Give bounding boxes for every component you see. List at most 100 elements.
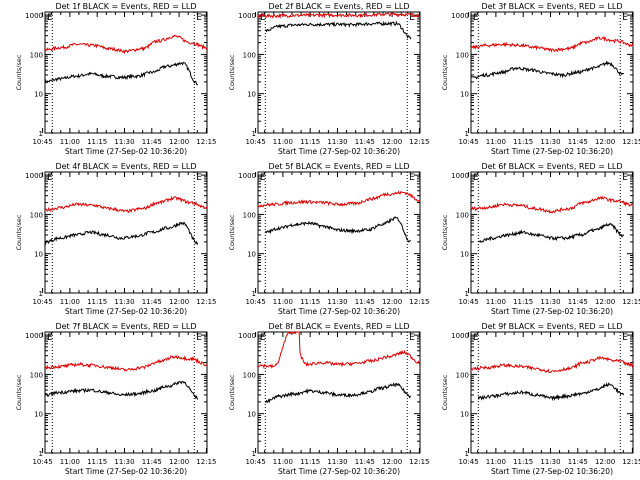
plot-frame <box>470 171 634 294</box>
x-tick-label: 11:00 <box>486 298 506 306</box>
panel-title: Det 6f BLACK = Events, RED = LLD <box>481 162 622 171</box>
x-tick-label: 11:45 <box>355 138 375 146</box>
x-tick-label: 11:30 <box>540 298 560 306</box>
x-tick-label: 12:00 <box>382 458 402 466</box>
y-tick-label: 100 <box>30 211 43 219</box>
x-tick-label: 11:30 <box>540 138 560 146</box>
x-tick-label: 11:45 <box>142 138 162 146</box>
y-axis-label: Counts/sec <box>228 54 236 90</box>
x-axis-label: Start Time (27-Sep-02 10:36:20) <box>491 307 613 316</box>
plot-frame <box>257 331 421 454</box>
y-tick-label: 1000 <box>25 12 43 20</box>
x-tick-label: 11:15 <box>513 458 533 466</box>
y-axis-label: Counts/sec <box>441 374 449 410</box>
series-lld-red <box>470 36 634 53</box>
series-events-black <box>470 60 625 80</box>
panel-det-9: Det 9f BLACK = Events, RED = LLD 1 10 100 10… <box>441 322 640 476</box>
series-lld-red <box>257 190 421 208</box>
x-tick-label: 12:00 <box>595 138 615 146</box>
y-axis-label: Counts/sec <box>441 214 449 250</box>
y-tick-label: 1 <box>252 450 256 458</box>
marker-label-e: E <box>196 173 202 183</box>
y-tick-label: 100 <box>456 371 469 379</box>
y-axis-label: Counts/sec <box>15 54 23 90</box>
x-tick-label: 12:00 <box>595 458 615 466</box>
series-lld-red <box>44 354 208 372</box>
panel-det-3: Det 3f BLACK = Events, RED = LLD 1 10 100 10… <box>441 2 640 156</box>
x-axis-label: Start Time (27-Sep-02 10:36:20) <box>65 307 187 316</box>
series-events-black <box>44 380 199 400</box>
x-tick-label: 11:45 <box>568 138 588 146</box>
marker-label-e: E <box>473 173 479 183</box>
series-lld-red <box>257 331 421 369</box>
x-tick-label: 11:15 <box>87 138 107 146</box>
panel-det-2: Det 2f BLACK = Events, RED = LLD 1 10 100 10… <box>228 2 429 156</box>
plot-frame <box>44 11 208 134</box>
plot-frame <box>257 11 421 134</box>
plot-frame <box>44 171 208 294</box>
x-tick-label: 12:15 <box>409 138 429 146</box>
x-tick-label: 12:00 <box>382 138 402 146</box>
series-events-black <box>44 61 198 86</box>
x-tick-label: 10:45 <box>32 458 52 466</box>
x-tick-label: 11:15 <box>513 138 533 146</box>
panel-title: Det 8f BLACK = Events, RED = LLD <box>268 322 409 331</box>
x-axis-label: Start Time (27-Sep-02 10:36:20) <box>491 467 613 476</box>
y-tick-label: 1 <box>39 450 43 458</box>
x-tick-label: 11:30 <box>114 458 134 466</box>
plot-frame <box>470 11 634 134</box>
marker-label-e: E <box>622 173 628 183</box>
x-tick-label: 11:30 <box>327 138 347 146</box>
x-tick-label: 12:00 <box>382 298 402 306</box>
x-tick-label: 11:30 <box>327 298 347 306</box>
x-axis-label: Start Time (27-Sep-02 10:36:20) <box>491 147 613 156</box>
marker-label-e: E <box>260 333 266 343</box>
x-tick-label: 10:45 <box>245 298 265 306</box>
series-events-black <box>264 382 412 404</box>
plot-frame <box>470 331 634 454</box>
marker-label-e: E <box>622 333 628 343</box>
x-tick-label: 11:45 <box>355 298 375 306</box>
y-tick-label: 10 <box>460 91 469 99</box>
y-tick-label: 100 <box>243 51 256 59</box>
y-tick-label: 1000 <box>238 332 256 340</box>
y-tick-label: 10 <box>34 91 43 99</box>
x-tick-label: 11:00 <box>486 138 506 146</box>
x-axis-label: Start Time (27-Sep-02 10:36:20) <box>65 147 187 156</box>
y-tick-label: 10 <box>34 411 43 419</box>
series-lld-red <box>470 195 634 214</box>
y-tick-label: 10 <box>247 411 256 419</box>
series-lld-red <box>470 355 634 374</box>
y-axis-label: Counts/sec <box>15 374 23 410</box>
x-tick-label: 10:45 <box>32 138 52 146</box>
y-tick-label: 1 <box>465 450 469 458</box>
x-tick-label: 11:00 <box>273 138 293 146</box>
marker-label-e: E <box>622 13 628 23</box>
y-tick-label: 100 <box>243 211 256 219</box>
x-tick-label: 12:15 <box>409 298 429 306</box>
marker-label-e: E <box>47 333 53 343</box>
x-tick-label: 11:45 <box>142 298 162 306</box>
x-tick-label: 12:15 <box>196 298 216 306</box>
marker-label-e: E <box>260 13 266 23</box>
x-tick-label: 12:15 <box>409 458 429 466</box>
x-tick-label: 11:15 <box>513 298 533 306</box>
y-tick-label: 1 <box>252 290 256 298</box>
x-axis-label: Start Time (27-Sep-02 10:36:20) <box>278 147 400 156</box>
x-tick-label: 11:00 <box>60 458 80 466</box>
marker-label-e: E <box>47 13 53 23</box>
y-tick-label: 1 <box>465 290 469 298</box>
y-tick-label: 1000 <box>451 12 469 20</box>
x-tick-label: 11:30 <box>327 458 347 466</box>
marker-label-e: E <box>47 173 53 183</box>
plot-frame <box>44 331 208 454</box>
x-tick-label: 10:45 <box>458 458 478 466</box>
y-tick-label: 10 <box>247 91 256 99</box>
series-events-black <box>265 20 412 40</box>
marker-label-e: E <box>473 13 479 23</box>
marker-label-e: E <box>473 333 479 343</box>
x-tick-label: 10:45 <box>458 298 478 306</box>
marker-label-e: E <box>409 13 415 23</box>
y-axis-label: Counts/sec <box>15 214 23 250</box>
